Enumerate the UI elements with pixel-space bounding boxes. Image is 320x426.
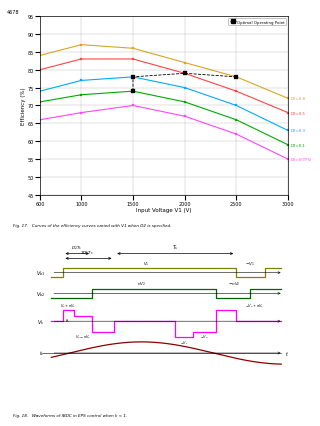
Text: $-nV_2$: $-nV_2$ <box>228 280 240 288</box>
X-axis label: Input Voltage V1 (V): Input Voltage V1 (V) <box>136 208 192 213</box>
Legend: Optimal Operating Point: Optimal Operating Point <box>228 19 286 26</box>
Text: D2=0.1: D2=0.1 <box>291 144 306 147</box>
Text: D2=0.3: D2=0.3 <box>291 129 306 133</box>
Text: D2=0(TPS): D2=0(TPS) <box>291 158 312 162</box>
Text: D2=0.8: D2=0.8 <box>291 97 306 101</box>
Text: $V_2-nV_2$: $V_2-nV_2$ <box>75 333 91 341</box>
Text: $-V_2$: $-V_2$ <box>200 333 209 341</box>
Text: $V_{b1}$: $V_{b1}$ <box>36 268 46 277</box>
Text: $V_2+nV_2$: $V_2+nV_2$ <box>60 302 76 309</box>
Text: $i_L$: $i_L$ <box>39 349 44 358</box>
Text: $\delta_1$: $\delta_1$ <box>66 317 71 324</box>
Text: Fig. 17.   Curves of the efficiency curves varied with V1 when D2 is specified.: Fig. 17. Curves of the efficiency curves… <box>13 224 171 227</box>
Text: $2D_1T_s$: $2D_1T_s$ <box>81 249 94 256</box>
Text: $-V_1$: $-V_1$ <box>245 259 255 267</box>
Text: $nV_2$: $nV_2$ <box>137 280 146 288</box>
Text: $t$: $t$ <box>284 349 289 357</box>
Text: $V_1$: $V_1$ <box>143 259 149 267</box>
Text: Fig. 18.   Waveforms of IBDC in EPS control when k < 1.: Fig. 18. Waveforms of IBDC in EPS contro… <box>13 413 127 417</box>
Text: $V_{b2}$: $V_{b2}$ <box>36 289 46 298</box>
Text: $V_k$: $V_k$ <box>37 317 45 326</box>
Text: D2=0.5: D2=0.5 <box>291 111 306 115</box>
Text: $D_2T_s$: $D_2T_s$ <box>70 244 82 252</box>
Y-axis label: Efficiency (%): Efficiency (%) <box>21 87 26 125</box>
Text: $T_s$: $T_s$ <box>172 243 179 252</box>
Text: $-V_2+nV_2$: $-V_2+nV_2$ <box>244 302 264 309</box>
Text: 4678: 4678 <box>6 10 19 15</box>
Text: $-V_1$: $-V_1$ <box>180 339 188 346</box>
